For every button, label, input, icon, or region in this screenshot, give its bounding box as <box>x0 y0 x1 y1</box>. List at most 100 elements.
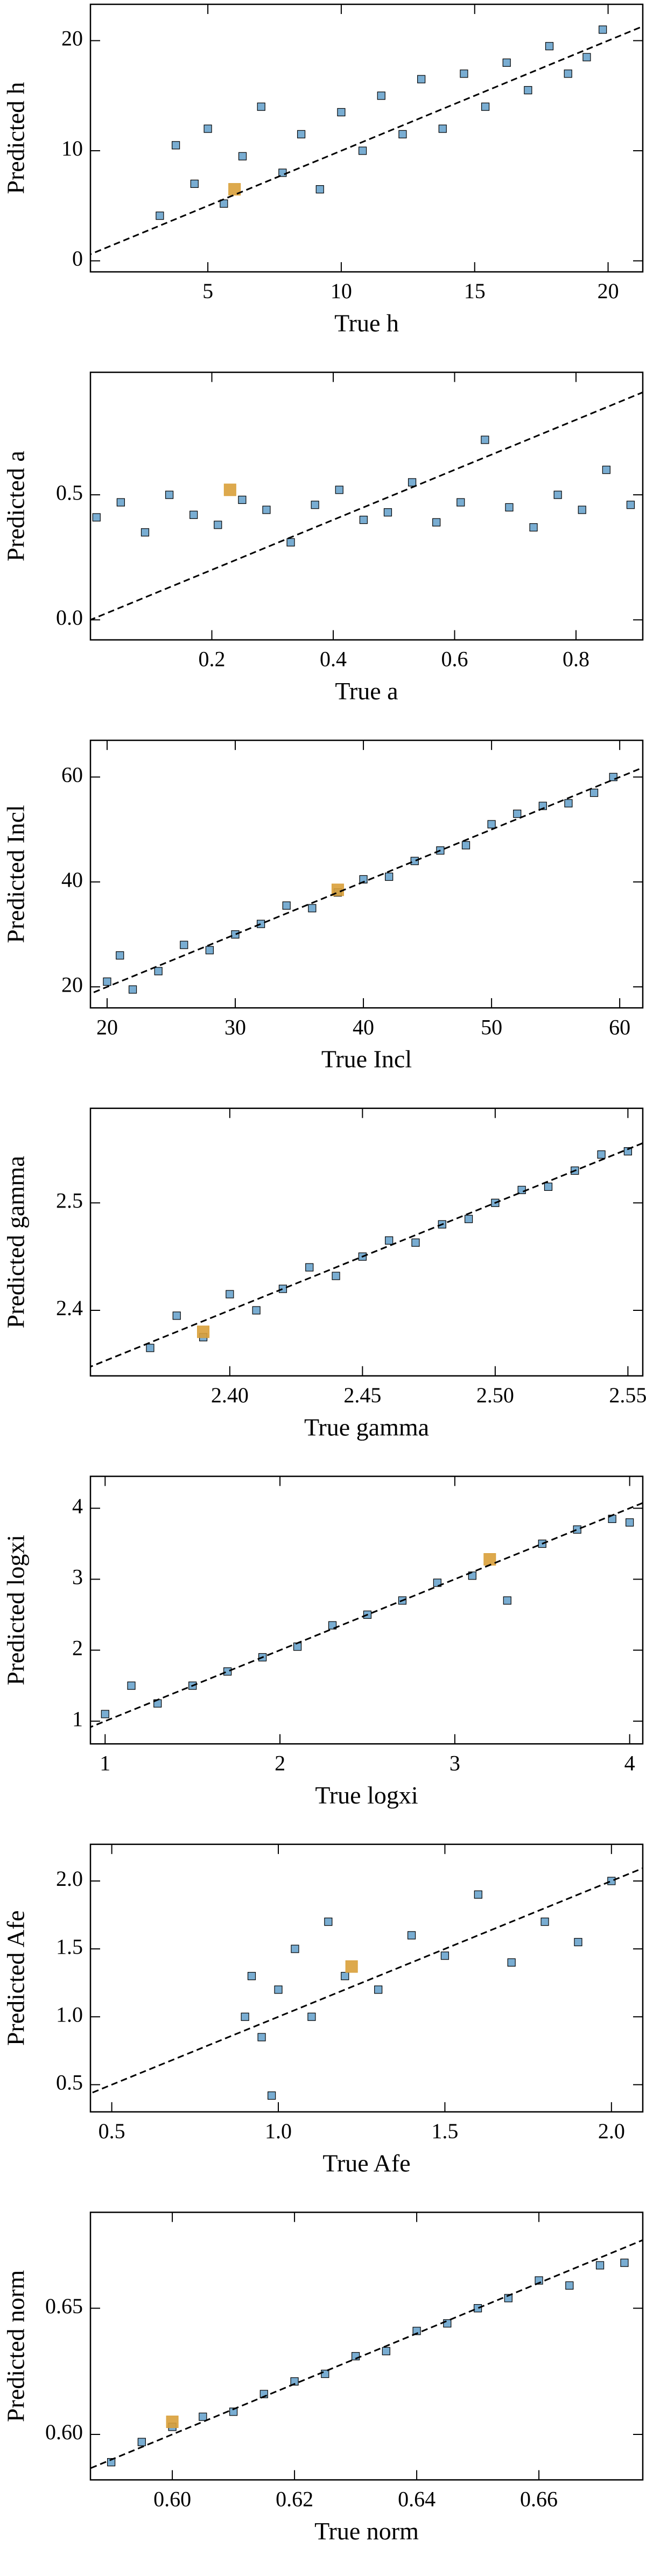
y-tick-label: 10 <box>61 136 83 160</box>
y-tick-label: 60 <box>61 763 83 787</box>
x-tick-label: 0.5 <box>99 2119 125 2143</box>
y-tick-label: 2.4 <box>56 1296 83 1320</box>
y-tick-label: 0 <box>72 247 83 271</box>
point <box>226 1290 234 1298</box>
y-tick-label: 0.0 <box>56 606 83 630</box>
point <box>205 946 214 954</box>
y-tick-label: 0.60 <box>45 2420 83 2444</box>
point <box>564 799 573 808</box>
x-tick-label: 15 <box>464 279 486 303</box>
point <box>599 25 607 34</box>
point <box>141 528 150 537</box>
point <box>502 58 511 67</box>
subplot: 20 30 40 50 60 20 40 60 True Incl Predicted Incl <box>2 739 644 1073</box>
point <box>540 1918 549 1926</box>
x-tick-label: 5 <box>202 279 213 303</box>
point <box>433 1578 441 1587</box>
x-axis-label: True h <box>334 310 399 337</box>
y-tick-label: 3 <box>72 1565 83 1589</box>
point <box>410 857 419 865</box>
point <box>328 1621 337 1630</box>
identity-line <box>90 2239 643 2469</box>
point <box>137 2438 146 2446</box>
x-axis-label: True Incl <box>321 1045 412 1073</box>
y-tick-label: 40 <box>61 867 83 892</box>
point <box>411 1238 420 1247</box>
highlight-point <box>228 183 241 196</box>
point <box>487 820 496 829</box>
point <box>578 506 586 514</box>
x-axis-label: True gamma <box>304 1413 429 1441</box>
x-tick-label: 2.0 <box>598 2119 625 2143</box>
point <box>172 1311 181 1320</box>
point <box>374 1985 383 1994</box>
point <box>116 951 124 960</box>
x-tick-label: 0.8 <box>563 647 589 671</box>
point <box>90 2450 91 2459</box>
point <box>513 809 522 818</box>
point <box>92 513 101 522</box>
x-tick-label: 2.55 <box>609 1383 646 1407</box>
y-tick-label: 20 <box>61 26 83 51</box>
point <box>385 1236 394 1245</box>
point <box>504 2294 512 2303</box>
point <box>412 2327 421 2335</box>
x-axis-label: True logxi <box>315 1781 418 1809</box>
y-axis-label: Predicted a <box>2 451 30 561</box>
x-tick-label: 1 <box>100 1751 110 1775</box>
point <box>257 102 265 111</box>
y-axis-label: Predicted Afe <box>2 1911 30 2046</box>
x-tick-label: 30 <box>224 1015 246 1039</box>
point <box>116 498 125 507</box>
highlight-point <box>223 483 236 496</box>
point <box>127 1681 136 1690</box>
point <box>582 53 591 61</box>
y-tick-label: 4 <box>72 1494 83 1518</box>
x-tick-label: 20 <box>598 279 619 303</box>
plot-area <box>90 1142 643 1368</box>
point <box>290 2377 299 2386</box>
point <box>474 1890 482 1899</box>
point <box>507 1958 516 1967</box>
axes-frame <box>89 1843 644 2113</box>
point <box>337 108 346 117</box>
x-tick-label: 50 <box>481 1015 502 1039</box>
point <box>214 521 222 529</box>
point <box>128 985 137 994</box>
point <box>443 2319 452 2328</box>
y-tick-label: 0.5 <box>56 2070 83 2095</box>
y-tick-label: 1 <box>72 1707 83 1731</box>
x-tick-label: 0.60 <box>153 2487 191 2511</box>
x-tick-label: 10 <box>331 279 352 303</box>
point <box>609 773 617 781</box>
x-tick-label: 1.5 <box>431 2119 458 2143</box>
x-tick-label: 2 <box>275 1751 285 1775</box>
y-tick-label: 1.5 <box>56 1934 83 1959</box>
plot-area <box>90 391 643 621</box>
point <box>468 1571 476 1580</box>
point <box>385 872 394 881</box>
y-axis-label: Predicted logxi <box>2 1535 30 1686</box>
point <box>417 75 426 83</box>
axes-frame <box>89 3 644 273</box>
point <box>589 788 599 797</box>
x-tick-label: 3 <box>450 1751 460 1775</box>
point <box>311 501 319 509</box>
point <box>564 69 572 78</box>
point <box>464 1215 473 1223</box>
identity-line <box>90 1867 643 2095</box>
point <box>335 486 343 494</box>
point <box>332 1272 340 1280</box>
subplot: 5 10 15 20 0 10 20 True h Predicted h <box>2 3 644 337</box>
plot-area <box>90 25 643 255</box>
point <box>172 141 180 150</box>
point <box>626 1518 634 1527</box>
point <box>595 2261 605 2270</box>
x-tick-label: 60 <box>609 1015 630 1039</box>
point <box>398 130 407 138</box>
point <box>626 501 635 509</box>
point <box>229 2407 238 2416</box>
highlight-point <box>483 1553 496 1566</box>
point <box>545 42 554 51</box>
